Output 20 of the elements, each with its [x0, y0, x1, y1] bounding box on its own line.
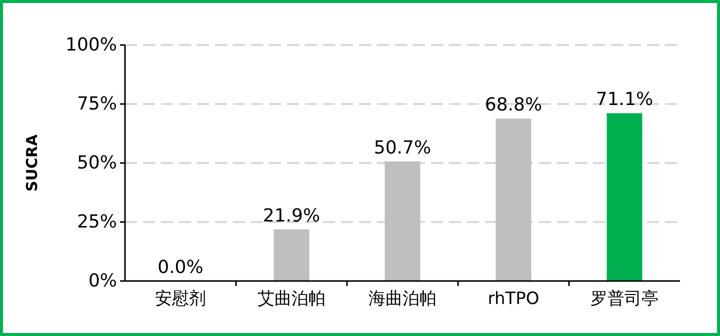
y-tick-label: 100%	[66, 34, 117, 56]
x-tick-label: rhTPO	[488, 289, 540, 309]
data-label: 68.8%	[484, 94, 542, 116]
y-tick-label: 50%	[76, 152, 117, 174]
x-tick-label: 安慰剂	[155, 289, 206, 309]
data-label: 50.7%	[374, 137, 432, 158]
x-tick-label: 海曲泊帕	[368, 289, 436, 309]
data-label: 21.9%	[262, 205, 320, 226]
y-axis-title: SUCRA	[23, 134, 41, 192]
bar	[384, 161, 420, 281]
y-tick-label: 0%	[88, 270, 117, 292]
bar	[606, 113, 642, 281]
x-tick-label: 罗普司亭	[590, 289, 658, 309]
bar	[496, 118, 532, 281]
data-label: 0.0%	[158, 257, 204, 278]
bar	[274, 229, 310, 281]
y-tick-label: 75%	[76, 94, 117, 114]
x-tick-label: 艾曲泊帕	[258, 289, 326, 309]
data-label: 71.1%	[596, 89, 654, 110]
y-tick-label: 25%	[76, 212, 117, 232]
